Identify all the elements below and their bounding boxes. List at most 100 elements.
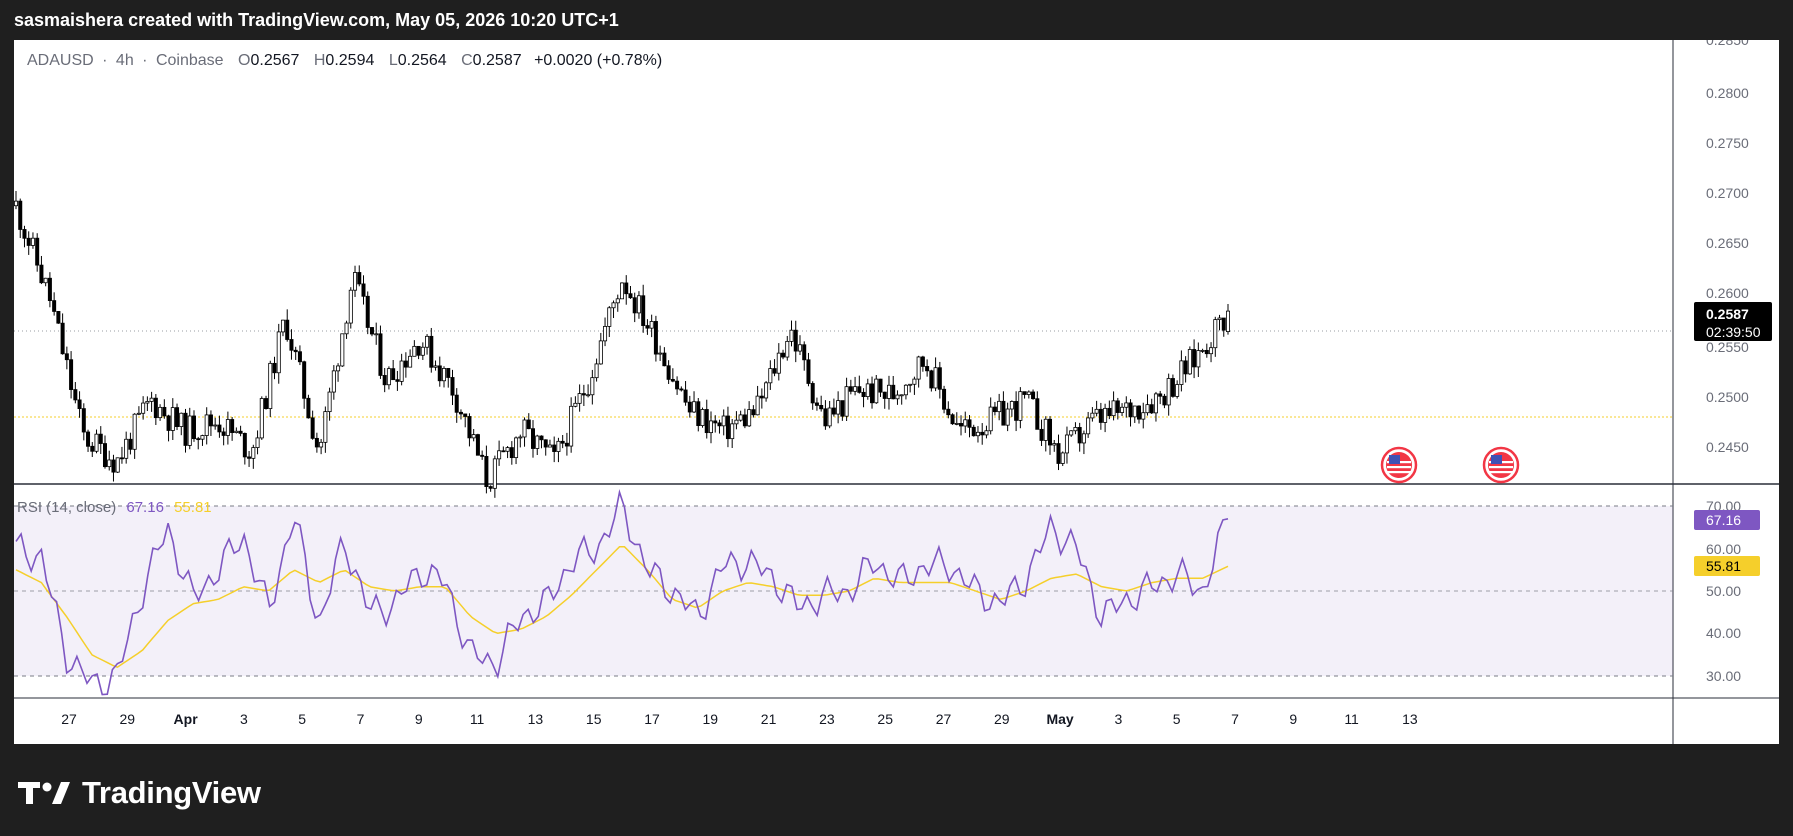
time-tick: 7 — [357, 711, 365, 727]
candle — [891, 384, 896, 400]
candle — [115, 457, 120, 473]
candle — [903, 384, 908, 396]
time-tick: May — [1046, 711, 1073, 727]
time-tick: 13 — [528, 711, 544, 727]
legend-close: 0.2587 — [473, 52, 522, 69]
candle — [416, 345, 421, 356]
time-tick: 7 — [1231, 711, 1239, 727]
candle — [208, 414, 213, 427]
candle — [128, 438, 133, 450]
candle — [1132, 405, 1137, 418]
candle — [18, 200, 23, 230]
candle — [662, 352, 667, 367]
candle — [331, 370, 336, 393]
last-price-value: 0.2587 — [1706, 306, 1749, 322]
candle — [836, 400, 841, 415]
candle — [692, 401, 697, 413]
candle — [60, 322, 65, 355]
candle — [463, 413, 468, 417]
candle — [297, 351, 302, 363]
time-tick: 9 — [415, 711, 423, 727]
candle — [369, 327, 374, 335]
candle — [1204, 349, 1209, 355]
candle — [603, 326, 608, 342]
time-axis: 27 29 Apr 3 5 7 9 11 13 15 17 19 21 23 25 27 29 May 3 5 7 9 11… — [61, 711, 1418, 727]
candle — [611, 302, 616, 309]
candle — [1226, 310, 1231, 332]
price-tick: 0.2450 — [1706, 439, 1749, 455]
candle — [1018, 391, 1023, 421]
price-tick: 0.2700 — [1706, 185, 1749, 201]
candle — [412, 345, 417, 357]
candle — [755, 395, 760, 416]
candle — [1170, 378, 1175, 397]
candle — [547, 444, 552, 448]
candle — [997, 400, 1002, 413]
candle — [162, 406, 167, 417]
candle — [810, 383, 815, 404]
candle — [1187, 349, 1192, 375]
candle — [306, 397, 311, 419]
us-flag-icon[interactable] — [1380, 446, 1418, 484]
candle — [950, 414, 955, 425]
us-flag-icon[interactable] — [1482, 446, 1520, 484]
candle — [1026, 391, 1031, 395]
candle — [675, 380, 680, 390]
candle — [789, 329, 794, 342]
candle — [670, 378, 675, 382]
candle — [217, 424, 222, 433]
candle — [1094, 408, 1099, 414]
ohlc-legend[interactable]: ADAUSD · 4h · Coinbase O0.2567 H0.2594 L… — [27, 52, 662, 69]
candle — [1064, 434, 1069, 454]
candle — [848, 386, 853, 392]
legend-exchange: Coinbase — [156, 52, 224, 69]
candle — [581, 393, 586, 396]
candle — [1153, 393, 1158, 414]
candle — [658, 352, 663, 355]
candle — [984, 430, 989, 436]
candle — [475, 434, 480, 456]
tradingview-chart[interactable]: 0.2850 0.2800 0.2750 0.2700 0.2650 0.260… — [14, 40, 1779, 744]
candle — [708, 420, 713, 434]
candle — [598, 340, 603, 365]
price-axis: 0.2850 0.2800 0.2750 0.2700 0.2650 0.260… — [1706, 40, 1749, 455]
candle — [81, 408, 86, 433]
candle — [408, 355, 413, 368]
candle — [145, 401, 150, 404]
rsi-legend[interactable]: RSI (14, close) 67.16 55.81 — [17, 499, 212, 516]
candle — [1120, 406, 1125, 413]
candle — [514, 437, 519, 459]
candle — [1200, 349, 1205, 352]
candle — [1039, 428, 1044, 441]
bar-countdown: 02:39:50 — [1706, 324, 1761, 340]
candle — [1145, 404, 1150, 414]
time-tick: 29 — [994, 711, 1010, 727]
candle — [149, 397, 154, 402]
candle — [111, 459, 116, 473]
candle — [590, 377, 595, 396]
candle — [1056, 443, 1061, 464]
candle — [289, 339, 294, 351]
time-tick: 5 — [1173, 711, 1181, 727]
candle — [69, 359, 74, 390]
candle — [806, 359, 811, 384]
candle — [1179, 360, 1184, 385]
candle — [975, 431, 980, 437]
price-tick: 0.2800 — [1706, 85, 1749, 101]
candle — [102, 443, 107, 468]
candle — [1043, 418, 1048, 441]
candle — [501, 450, 506, 453]
candle — [1081, 433, 1086, 444]
candle — [30, 237, 35, 246]
candle — [700, 409, 705, 426]
candle — [35, 237, 40, 266]
tradingview-logo: TradingView — [18, 775, 261, 811]
candle — [874, 378, 879, 404]
tradingview-logo-icon — [18, 782, 70, 804]
chart-panel[interactable]: 0.2850 0.2800 0.2750 0.2700 0.2650 0.260… — [14, 40, 1779, 744]
candle — [492, 458, 497, 489]
candle — [586, 394, 591, 397]
candle — [666, 365, 671, 380]
candle — [119, 457, 124, 460]
candle — [683, 389, 688, 403]
